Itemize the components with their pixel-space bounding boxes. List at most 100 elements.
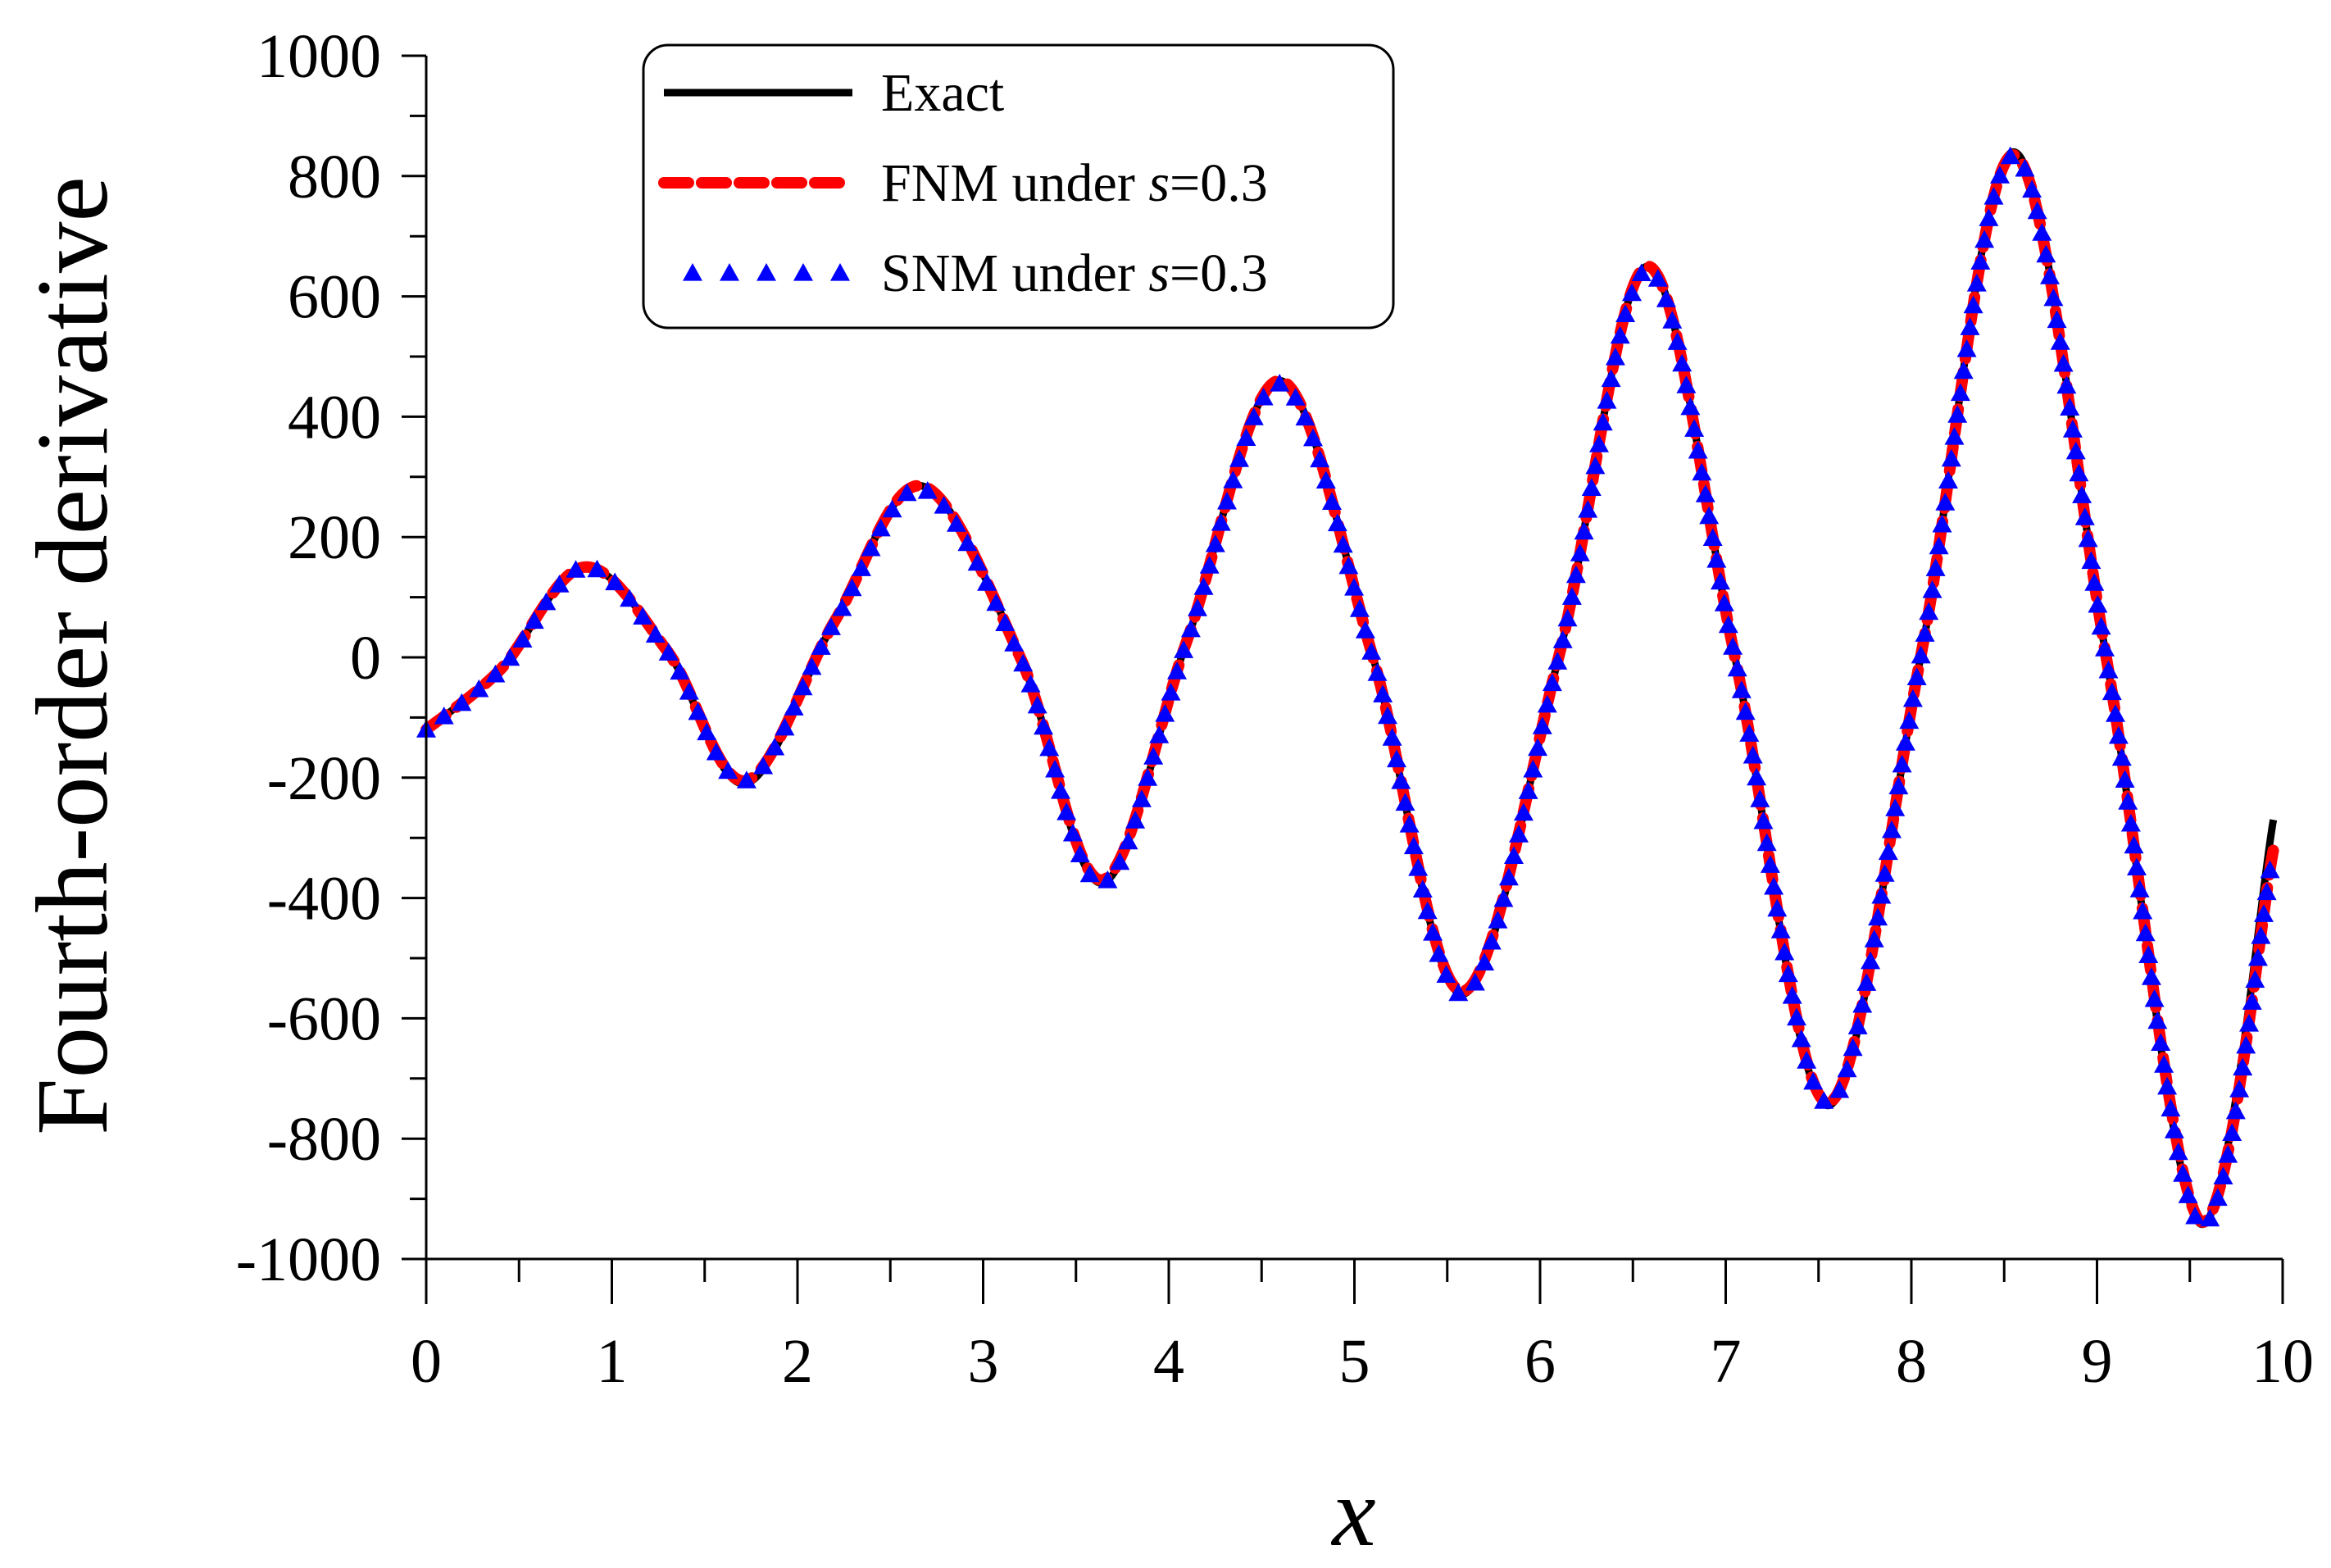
series-snm-marker bbox=[1355, 620, 1375, 639]
x-tick-label: 1 bbox=[597, 1327, 628, 1396]
series-snm-marker bbox=[1647, 269, 1668, 287]
series-snm-marker bbox=[1045, 759, 1066, 778]
series-snm-marker bbox=[977, 573, 997, 591]
series-snm-marker bbox=[1662, 311, 1683, 329]
series-snm-marker bbox=[1803, 1071, 1824, 1090]
series-snm-marker bbox=[2065, 441, 2086, 460]
legend-label-snm: SNM under s=0.3 bbox=[881, 243, 1268, 303]
series-snm-marker bbox=[1557, 608, 1578, 627]
series-snm-marker bbox=[1223, 470, 1243, 489]
series-snm-marker bbox=[753, 756, 774, 775]
series-snm-marker bbox=[1871, 885, 1892, 904]
series-snm-marker bbox=[1718, 615, 1738, 634]
series-snm-marker bbox=[917, 481, 938, 499]
series-snm-marker bbox=[2084, 573, 2105, 591]
series-snm-marker bbox=[1125, 811, 1146, 829]
series-snm-marker bbox=[2236, 1035, 2256, 1054]
series-snm-marker bbox=[2213, 1166, 2233, 1184]
series-snm-marker bbox=[2022, 180, 2042, 198]
series-snm-marker bbox=[2144, 989, 2165, 1007]
series-snm-marker bbox=[1373, 684, 1393, 702]
series-snm-marker bbox=[1193, 577, 1214, 595]
series-snm-marker bbox=[706, 742, 726, 761]
series-snm-marker bbox=[1711, 571, 1730, 590]
series-snm-marker bbox=[2102, 682, 2122, 701]
series-snm-marker bbox=[1493, 889, 1514, 907]
series-snm-marker bbox=[1518, 781, 1538, 799]
series-snm-marker bbox=[1864, 929, 1884, 948]
series-snm-marker bbox=[1791, 1029, 1811, 1048]
series-snm-marker bbox=[1349, 599, 1370, 617]
series-snm-marker bbox=[434, 707, 454, 725]
series-snm-marker bbox=[1723, 637, 1743, 655]
series-snm-marker bbox=[1448, 983, 1469, 1002]
series-snm-marker bbox=[1378, 706, 1397, 725]
series-snm-marker bbox=[1837, 1059, 1857, 1078]
series-snm-marker bbox=[1528, 738, 1548, 757]
series-snm-marker bbox=[2260, 860, 2280, 879]
series-snm-marker bbox=[1532, 716, 1552, 734]
series-snm-marker bbox=[1070, 844, 1090, 862]
series-snm-marker bbox=[524, 611, 544, 629]
series-snm-marker bbox=[842, 578, 862, 597]
series-snm-marker bbox=[1892, 754, 1912, 773]
series-snm-marker bbox=[1408, 858, 1429, 876]
series-snm-marker bbox=[1814, 1091, 1834, 1109]
series-snm-marker bbox=[1285, 388, 1306, 406]
series-snm-marker bbox=[2040, 266, 2060, 284]
series-snm-marker bbox=[670, 661, 690, 680]
series-snm-marker bbox=[2157, 1076, 2178, 1095]
series-snm-marker bbox=[688, 702, 708, 720]
series-snm-marker bbox=[811, 637, 831, 655]
series-snm-marker bbox=[1953, 361, 1974, 380]
series-snm-marker bbox=[1229, 449, 1249, 467]
series-snm-marker bbox=[587, 559, 607, 578]
y-tick-label: -400 bbox=[267, 865, 381, 934]
series-snm-marker bbox=[765, 737, 785, 756]
series-snm-marker bbox=[1509, 825, 1529, 843]
series-snm-marker bbox=[1429, 944, 1449, 962]
series-snm-marker bbox=[1243, 407, 1264, 425]
series-snm-marker bbox=[861, 538, 881, 557]
series-snm-marker bbox=[1966, 274, 1987, 292]
series-snm-marker bbox=[1361, 642, 1382, 660]
y-tick-label: -800 bbox=[267, 1105, 381, 1174]
series-snm-marker bbox=[1935, 493, 1956, 511]
series-snm-marker bbox=[2256, 882, 2277, 901]
series-snm-marker bbox=[1174, 640, 1194, 658]
series-snm-marker bbox=[995, 613, 1016, 631]
series-snm-marker bbox=[1925, 558, 1946, 576]
series-snm-marker bbox=[1941, 448, 1961, 467]
series-snm-marker bbox=[2225, 1101, 2246, 1120]
series-snm-marker bbox=[1731, 680, 1752, 698]
x-tick-label: 9 bbox=[2082, 1327, 2113, 1396]
series-snm-marker bbox=[2106, 704, 2125, 722]
series-snm-marker bbox=[2129, 879, 2150, 898]
series-snm-marker bbox=[1797, 1051, 1817, 1069]
legend-marker bbox=[757, 263, 776, 281]
series-snm-marker bbox=[1906, 667, 1927, 685]
series-snm-marker bbox=[1919, 602, 1939, 620]
series-snm-marker bbox=[793, 677, 813, 696]
y-tick-label: -600 bbox=[267, 984, 381, 1053]
series-snm-marker bbox=[1387, 749, 1406, 768]
legend-label-value: =0.3 bbox=[1170, 243, 1268, 303]
series-snm-marker bbox=[1706, 550, 1727, 568]
legend-marker bbox=[720, 263, 739, 281]
series-snm-marker bbox=[1523, 759, 1543, 778]
series-snm-marker bbox=[2036, 244, 2056, 263]
series-snm-marker bbox=[1615, 304, 1636, 322]
series-snm-marker bbox=[1211, 513, 1231, 531]
series-snm-marker bbox=[1110, 852, 1130, 870]
series-snm-marker bbox=[1974, 230, 1995, 248]
series-snm-marker bbox=[1322, 492, 1342, 510]
series-snm-marker bbox=[1403, 836, 1424, 855]
y-axis-title: Fourth-order derivative bbox=[16, 176, 130, 1135]
legend-marker bbox=[830, 263, 850, 281]
series-snm-marker bbox=[1188, 598, 1207, 616]
series-snm-marker bbox=[1778, 964, 1798, 983]
series-snm-marker bbox=[1852, 994, 1873, 1013]
series-snm-marker bbox=[1782, 986, 1802, 1004]
series-snm-marker bbox=[1874, 864, 1895, 882]
series-snm-marker bbox=[1488, 911, 1508, 929]
